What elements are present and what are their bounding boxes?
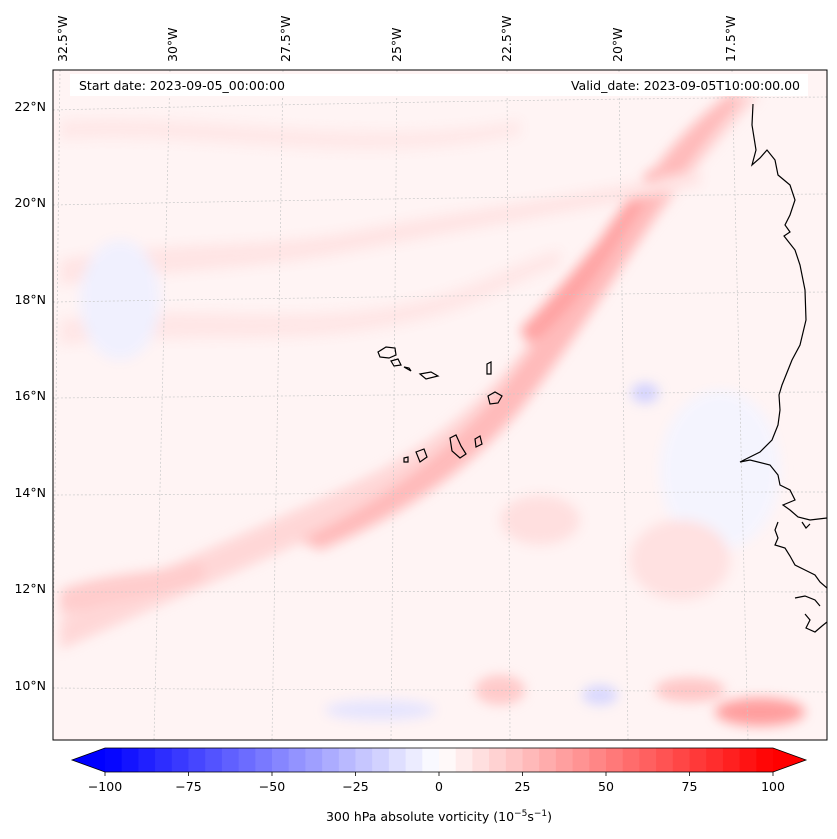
colorbar-step [555, 748, 574, 772]
colorbar-step [221, 748, 240, 772]
colorbar-step [272, 748, 290, 772]
lon-label-17-5w: 17.5°W [723, 16, 738, 62]
cb-tick-label: 25 [515, 779, 531, 794]
valid-date-label: Valid_date: 2023-09-05T10:00:00.00 [571, 78, 800, 93]
colorbar-step [656, 748, 674, 772]
colorbar-step [138, 748, 156, 772]
colorbar-step [622, 748, 640, 772]
colorbar-step [338, 748, 357, 772]
cb-tick-label: 100 [761, 779, 785, 794]
colorbar-label-mid: s [527, 809, 534, 824]
colorbar-step [689, 748, 707, 772]
colorbar-step [606, 748, 624, 772]
colorbar-step [505, 748, 524, 772]
lat-label-22n: 22°N [14, 99, 46, 114]
colorbar-step [121, 748, 139, 772]
colorbar-step [188, 748, 206, 772]
lat-label-20n: 20°N [14, 195, 46, 210]
colorbar-step [572, 748, 590, 772]
island-boa-vista [487, 391, 503, 405]
colorbar-step [255, 748, 273, 772]
island-brava [403, 456, 409, 463]
colorbar-ticks [104, 772, 774, 776]
colorbar-step [639, 748, 657, 772]
colorbar-step [355, 748, 373, 772]
colorbar-step [171, 748, 190, 772]
island-santo-antao [377, 346, 397, 359]
island-maio [474, 435, 483, 448]
island-sal [486, 361, 492, 375]
colorbar-step [205, 748, 223, 772]
colorbar-step [739, 748, 757, 772]
colorbar-step [388, 748, 407, 772]
colorbar-step [589, 748, 607, 772]
colorbar-max-extend [773, 748, 806, 772]
colorbar-tick-labels: −100 −75 −50 −25 0 25 50 75 100 [88, 779, 785, 794]
island-sao-nicolau [418, 371, 440, 380]
vorticity-field [60, 90, 805, 726]
longitude-labels: 32.5°W 30°W 27.5°W 25°W 22.5°W 20°W 17.5… [55, 16, 738, 62]
start-date-label: Start date: 2023-09-05_00:00:00 [79, 78, 285, 93]
lat-label-10n: 10°N [14, 678, 46, 693]
graticule [53, 70, 827, 740]
colorbar-min-extend [72, 748, 105, 772]
colorbar-label: 300 hPa absolute vorticity (10−5s−1) [326, 809, 552, 824]
island-sao-vicente [390, 358, 402, 367]
lon-label-22-5w: 22.5°W [499, 16, 514, 62]
lon-label-32-5w: 32.5°W [55, 16, 70, 62]
colorbar-step [439, 748, 457, 772]
lon-label-30w: 30°W [165, 27, 180, 62]
colorbar-steps [105, 748, 774, 772]
colorbar-step [105, 748, 123, 772]
colorbar-step [322, 748, 340, 772]
cb-tick-label: −100 [88, 779, 122, 794]
colorbar-label-exp1: −5 [514, 809, 527, 819]
colorbar-step [522, 748, 540, 772]
colorbar: −100 −75 −50 −25 0 25 50 75 100 300 hPa … [70, 747, 808, 824]
lat-label-16n: 16°N [14, 388, 46, 403]
map-frame [52, 69, 828, 741]
colorbar-step [372, 748, 390, 772]
colorbar-step [672, 748, 691, 772]
colorbar-step [756, 748, 774, 772]
colorbar-step [539, 748, 557, 772]
island-santiago [449, 434, 467, 459]
colorbar-step [155, 748, 173, 772]
colorbar-step [405, 748, 423, 772]
colorbar-step [238, 748, 256, 772]
cb-tick-label: −25 [342, 779, 368, 794]
island-santa-luzia [403, 366, 412, 372]
lon-label-25w: 25°W [389, 27, 404, 62]
latitude-labels: 22°N 20°N 18°N 16°N 14°N 12°N 10°N [14, 99, 46, 693]
lat-label-14n: 14°N [14, 485, 46, 500]
cb-tick-label: −50 [259, 779, 285, 794]
cb-tick-label: 0 [435, 779, 443, 794]
date-header-box [70, 74, 808, 96]
colorbar-step [305, 748, 323, 772]
cb-tick-label: 50 [598, 779, 614, 794]
colorbar-step [489, 748, 507, 772]
lon-label-20w: 20°W [610, 27, 625, 62]
colorbar-step [288, 748, 306, 772]
colorbar-label-exp2: −1 [534, 809, 547, 819]
map-plot-area [53, 70, 827, 740]
colorbar-step [472, 748, 490, 772]
colorbar-step [422, 748, 440, 772]
colorbar-label-end: ) [547, 809, 552, 824]
africa-coastline [739, 103, 827, 633]
island-fogo [415, 448, 428, 463]
colorbar-step [455, 748, 473, 772]
colorbar-step [706, 748, 724, 772]
colorbar-step [722, 748, 741, 772]
cb-tick-label: 75 [682, 779, 698, 794]
lat-label-18n: 18°N [14, 292, 46, 307]
cape-verde-islands [377, 346, 503, 463]
lat-label-12n: 12°N [14, 581, 46, 596]
cb-tick-label: −75 [175, 779, 201, 794]
lon-label-27-5w: 27.5°W [278, 16, 293, 62]
colorbar-label-text: 300 hPa absolute vorticity (10 [326, 809, 514, 824]
